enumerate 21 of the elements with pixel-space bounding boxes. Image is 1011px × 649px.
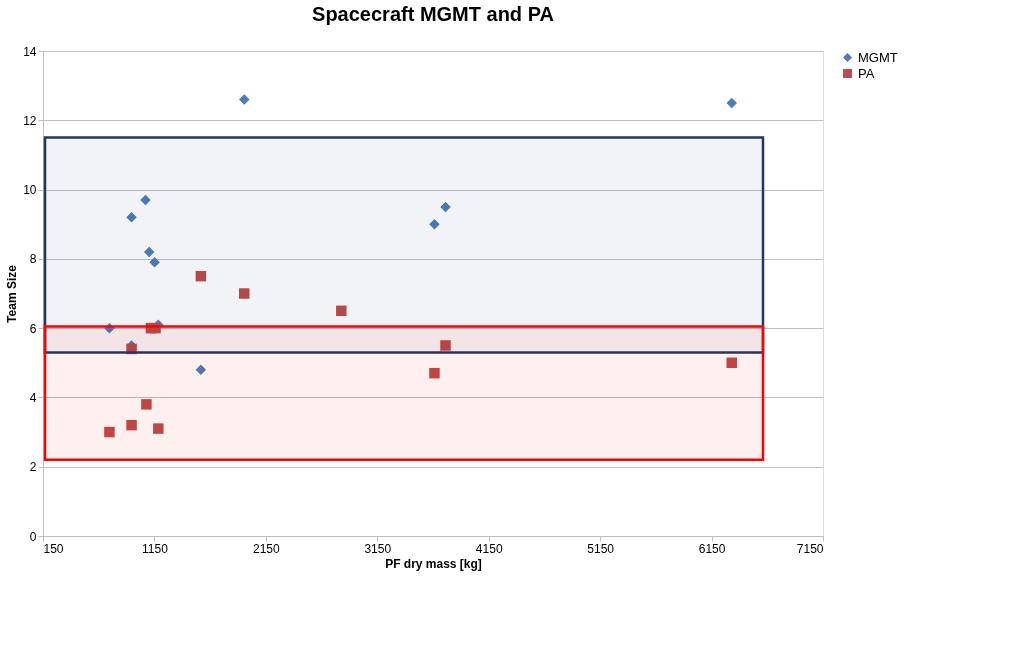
legend-label: MGMT <box>858 49 898 65</box>
y-tick-label: 14 <box>23 44 37 59</box>
x-tick-label: 4150 <box>475 541 503 556</box>
y-tick-label: 4 <box>29 390 37 405</box>
x-tick-label: 5150 <box>587 541 615 556</box>
y-tick-label: 0 <box>29 529 37 544</box>
x-tick-label: 1150 <box>142 541 169 556</box>
x-tick-label: 7150 <box>796 541 824 556</box>
x-tick-label: 6150 <box>698 541 726 556</box>
chart-title: Spacecraft MGMT and PA <box>312 3 554 25</box>
y-tick-label: 12 <box>23 113 37 128</box>
y-tick-label: 6 <box>29 321 37 336</box>
y-axis-title: Team Size <box>5 264 20 323</box>
x-tick-label: 150 <box>43 541 64 556</box>
x-axis-title: PF dry mass [kg] <box>385 556 482 571</box>
legend-label: PA <box>858 65 875 81</box>
y-tick-label: 10 <box>23 183 37 198</box>
x-tick-label: 2150 <box>253 541 281 556</box>
y-tick-label: 8 <box>29 252 37 267</box>
y-tick-label: 2 <box>29 460 37 475</box>
x-tick-label: 3150 <box>364 541 392 556</box>
